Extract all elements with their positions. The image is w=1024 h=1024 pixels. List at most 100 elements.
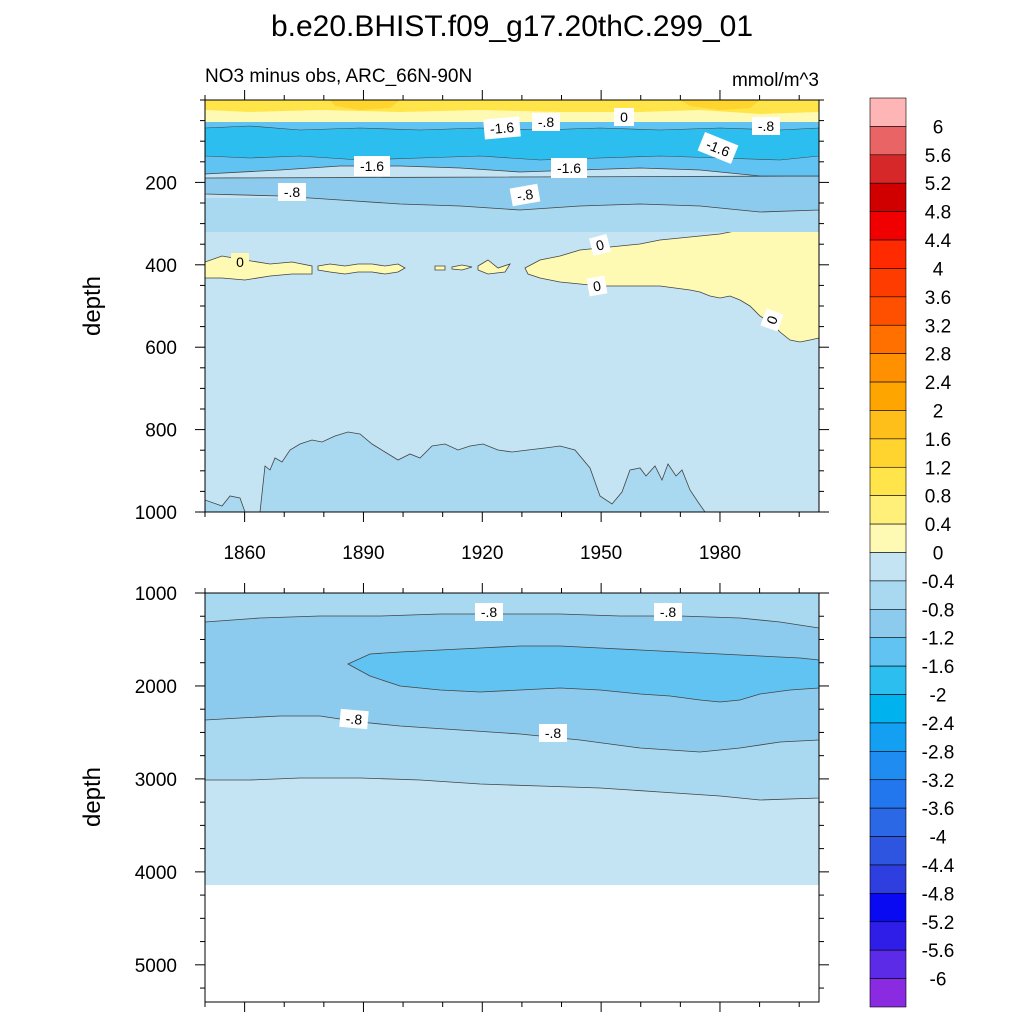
contour-label: -.8: [532, 113, 560, 131]
contour-label: -.8: [654, 603, 682, 621]
colorbar-label: -4: [930, 828, 947, 849]
colorbar-label: -2.4: [922, 714, 955, 735]
colorbar-label: -4.4: [922, 856, 955, 877]
colorbar-swatch: [869, 609, 907, 639]
colorbar-label: -5.6: [922, 941, 955, 962]
upper-contour-labels: -1.6 -.8 0 -.8 -1.6 -1.6 -1.6 -.8: [231, 108, 784, 332]
colorbar-label: 4: [933, 259, 944, 280]
y-tick-label: 3000: [135, 770, 177, 791]
contour-label: -1.6: [697, 131, 739, 165]
colorbar-label: 3.6: [925, 288, 951, 309]
colorbar-swatch: [869, 580, 907, 610]
colorbar-swatch: [869, 182, 907, 212]
lower-ylabel: depth: [79, 767, 106, 827]
colorbar-swatch: [869, 665, 907, 695]
colorbar-label: 6: [933, 117, 944, 138]
contour-label: 0: [586, 275, 608, 297]
colorbar-swatch: [869, 836, 907, 866]
colorbar-swatch: [869, 637, 907, 667]
colorbar-swatch: [869, 438, 907, 468]
colorbar-swatch: [869, 154, 907, 184]
svg-text:-.8: -.8: [538, 114, 555, 130]
colorbar-swatch: [869, 779, 907, 809]
chart-title: b.e20.BHIST.f09_g17.20thC.299_01: [271, 10, 753, 43]
colorbar-swatch: [869, 211, 907, 241]
x-tick-label: 1920: [461, 543, 503, 564]
colorbar-swatch: [869, 324, 907, 354]
contour-label: -.8: [509, 183, 541, 207]
upper-zero-band: [205, 217, 819, 343]
colorbar-swatch: [869, 97, 907, 127]
colorbar-label: 3.2: [925, 316, 951, 337]
y-tick-label: 200: [145, 173, 177, 194]
svg-text:-.8: -.8: [345, 710, 363, 727]
colorbar-label: -0.4: [922, 572, 955, 593]
x-tick-label: 1950: [580, 543, 622, 564]
lower-panel-fill: [205, 593, 819, 1002]
colorbar-swatch: [869, 381, 907, 411]
colorbar-swatch: [869, 552, 907, 582]
contour-label: 0: [231, 253, 249, 271]
colorbar-swatch: [869, 921, 907, 951]
svg-text:-.8: -.8: [545, 725, 562, 741]
contour-label: -1.6: [483, 116, 521, 140]
svg-text:0: 0: [236, 254, 244, 270]
y-tick-label: 5000: [135, 956, 177, 977]
svg-text:-.8: -.8: [516, 186, 535, 205]
colorbar-label: -6: [930, 970, 947, 991]
svg-text:-.8: -.8: [758, 118, 775, 134]
colorbar-label: 0: [933, 544, 944, 565]
chart-subtitle-left: NO3 minus obs, ARC_66N-90N: [205, 66, 472, 87]
lower-band-c: [347, 645, 819, 703]
x-tick-label: 1890: [342, 543, 384, 564]
colorbar-swatch: [869, 126, 907, 156]
colorbar-swatch: [869, 751, 907, 781]
contour-label: -.8: [339, 708, 369, 730]
svg-text:-.8: -.8: [284, 184, 301, 200]
colorbar-label: 4.8: [925, 203, 951, 224]
colorbar-swatch: [869, 296, 907, 326]
colorbar-label: -5.2: [922, 913, 955, 934]
colorbar-swatch: [869, 949, 907, 979]
colorbar-label: -3.2: [922, 771, 955, 792]
colorbar-label: 1.6: [925, 430, 951, 451]
colorbar-label: -1.2: [922, 629, 955, 650]
y-tick-label: 600: [145, 338, 177, 359]
colorbar-label: -3.6: [922, 799, 955, 820]
colorbar-label: -0.8: [922, 600, 955, 621]
svg-text:0: 0: [620, 109, 628, 125]
colorbar-label: 5.2: [925, 174, 951, 195]
colorbar-label: -4.8: [922, 884, 955, 905]
y-tick-label: 4000: [135, 863, 177, 884]
contour-label: -.8: [752, 117, 780, 135]
lower-panel-frame: [204, 592, 820, 1003]
y-tick-label: 800: [145, 421, 177, 442]
colorbar-label: 2.8: [925, 345, 951, 366]
contour-label: -.8: [278, 183, 306, 201]
colorbar-label: -2.8: [922, 742, 955, 763]
colorbar-label: 2: [933, 401, 944, 422]
colorbar-swatch: [869, 239, 907, 269]
colorbar-swatch: [869, 978, 907, 1008]
svg-text:-1.6: -1.6: [557, 160, 581, 176]
colorbar-swatch: [869, 694, 907, 724]
upper-ylabel: depth: [79, 276, 106, 336]
colorbar-swatch: [869, 893, 907, 923]
colorbar-swatch: [869, 268, 907, 298]
colorbar-label: -1.6: [922, 657, 955, 678]
contour-label: 0: [760, 308, 784, 332]
svg-text:0: 0: [592, 277, 603, 294]
contour-label: 0: [614, 108, 634, 126]
contour-label: -.8: [539, 724, 567, 742]
svg-text:-1.6: -1.6: [360, 158, 384, 174]
colorbar-label: -2: [930, 686, 947, 707]
y-tick-label: 400: [145, 256, 177, 277]
colorbar-swatch: [869, 495, 907, 525]
colorbar-label: 1.2: [925, 458, 951, 479]
y-tick-label: 2000: [135, 677, 177, 698]
contour-label: 0: [588, 233, 612, 257]
y-tick-label: 1000: [135, 503, 177, 524]
contour-label: -1.6: [354, 156, 390, 176]
svg-text:0: 0: [594, 236, 606, 254]
